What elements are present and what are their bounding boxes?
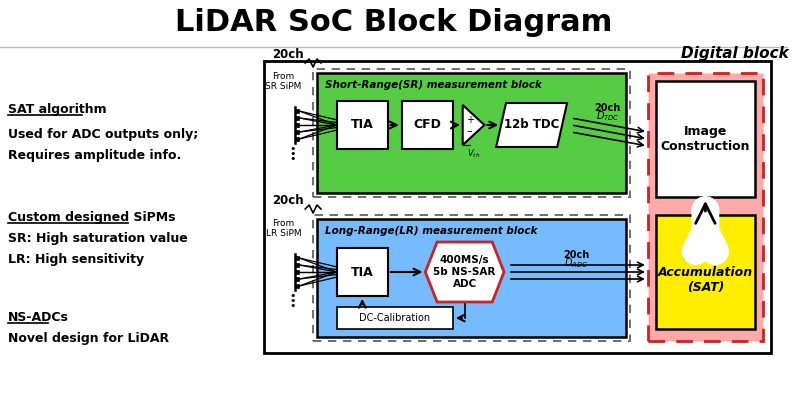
Text: 20ch: 20ch bbox=[272, 193, 303, 207]
Bar bbox=[295, 130, 299, 134]
Bar bbox=[317, 73, 626, 193]
Text: LiDAR SoC Block Diagram: LiDAR SoC Block Diagram bbox=[175, 8, 613, 37]
Text: DC-Calibration: DC-Calibration bbox=[359, 313, 430, 323]
Text: Used for ADC outputs only;: Used for ADC outputs only; bbox=[8, 128, 198, 142]
Bar bbox=[313, 69, 630, 197]
Text: •: • bbox=[289, 291, 296, 301]
Text: From
LR SiPM: From LR SiPM bbox=[266, 219, 302, 238]
Bar bbox=[295, 116, 299, 120]
Text: TIA: TIA bbox=[351, 266, 374, 278]
Text: $D_{TDC}$: $D_{TDC}$ bbox=[596, 109, 619, 123]
Text: From
SR SiPM: From SR SiPM bbox=[266, 72, 302, 91]
Bar bbox=[295, 277, 299, 281]
Bar bbox=[656, 215, 755, 329]
Bar bbox=[337, 307, 453, 329]
Text: +: + bbox=[466, 115, 474, 125]
Text: •: • bbox=[289, 154, 296, 164]
Bar bbox=[295, 256, 299, 260]
Bar bbox=[337, 101, 388, 149]
Bar bbox=[295, 284, 299, 288]
Text: •: • bbox=[289, 301, 296, 311]
Bar bbox=[313, 215, 630, 341]
Text: TIA: TIA bbox=[351, 119, 374, 132]
Text: Requires amplitude info.: Requires amplitude info. bbox=[8, 149, 181, 162]
Text: Short-Range(SR) measurement block: Short-Range(SR) measurement block bbox=[325, 80, 542, 90]
Bar bbox=[656, 81, 755, 197]
Polygon shape bbox=[496, 103, 567, 147]
Text: SAT algorithm: SAT algorithm bbox=[8, 103, 106, 117]
Bar bbox=[264, 61, 771, 353]
Text: Novel design for LiDAR: Novel design for LiDAR bbox=[8, 332, 169, 345]
Bar bbox=[295, 123, 299, 127]
Text: $V_{th}$: $V_{th}$ bbox=[466, 147, 480, 159]
Polygon shape bbox=[426, 242, 504, 302]
Text: Image
Construction: Image Construction bbox=[661, 125, 750, 153]
Text: LR: High sensitivity: LR: High sensitivity bbox=[8, 253, 144, 266]
Text: 12b TDC: 12b TDC bbox=[504, 119, 559, 132]
Text: •: • bbox=[289, 296, 296, 306]
Text: Custom designed SiPMs: Custom designed SiPMs bbox=[8, 211, 175, 225]
Text: Digital block: Digital block bbox=[681, 46, 789, 61]
Text: –: – bbox=[466, 126, 473, 136]
Text: CFD: CFD bbox=[414, 119, 442, 132]
Text: •: • bbox=[289, 149, 296, 159]
Text: SR: High saturation value: SR: High saturation value bbox=[8, 232, 188, 245]
Text: 20ch: 20ch bbox=[562, 250, 589, 260]
Polygon shape bbox=[462, 105, 484, 145]
Text: NS-ADCs: NS-ADCs bbox=[8, 311, 69, 324]
Bar bbox=[402, 101, 453, 149]
Bar bbox=[295, 137, 299, 141]
Bar bbox=[295, 109, 299, 113]
Text: Smart
Accumulation
(SAT): Smart Accumulation (SAT) bbox=[658, 251, 753, 293]
Bar bbox=[295, 270, 299, 274]
Bar bbox=[317, 219, 626, 337]
Bar bbox=[295, 263, 299, 267]
Bar bbox=[648, 73, 763, 341]
Text: •: • bbox=[289, 144, 296, 154]
Text: 20ch: 20ch bbox=[272, 47, 303, 61]
Text: 20ch: 20ch bbox=[594, 103, 621, 113]
Text: $D_{ADC}$: $D_{ADC}$ bbox=[564, 256, 588, 270]
Bar bbox=[337, 248, 388, 296]
Text: Long-Range(LR) measurement block: Long-Range(LR) measurement block bbox=[325, 226, 538, 236]
Text: 400MS/s
5b NS-SAR
ADC: 400MS/s 5b NS-SAR ADC bbox=[434, 255, 496, 288]
